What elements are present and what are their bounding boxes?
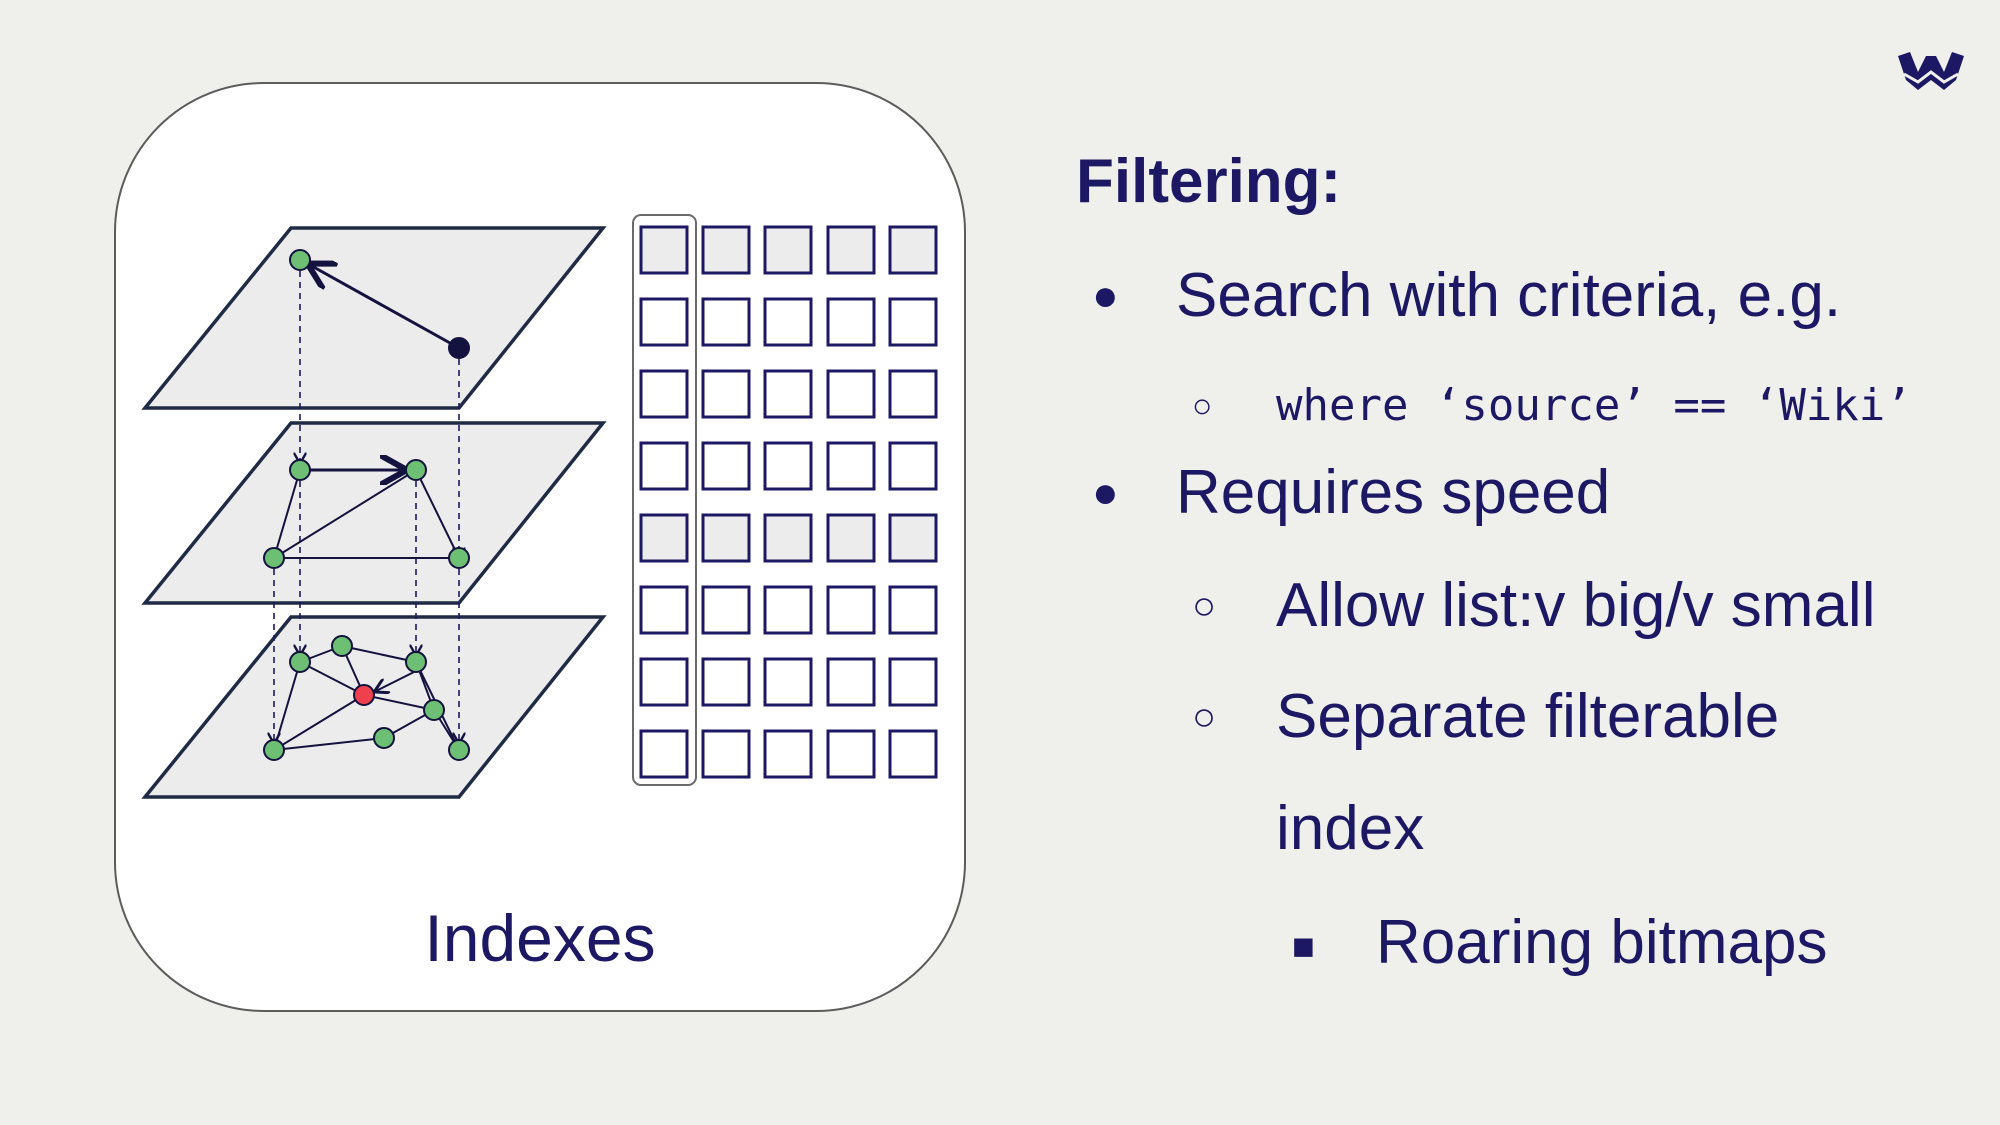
bitmap-cell — [826, 225, 876, 275]
bitmap-cell — [826, 585, 876, 635]
bitmap-cell — [639, 441, 689, 491]
bitmap-cell — [888, 225, 938, 275]
graph-node — [405, 651, 427, 673]
hnsw-layer-bottom — [141, 615, 607, 799]
bullet-text: Allow list:v big/v small — [1276, 571, 1876, 640]
bitmap-cell — [701, 225, 751, 275]
graph-node — [289, 459, 311, 481]
bitmap-cell — [888, 513, 938, 563]
graph-node — [331, 635, 353, 657]
bullet-circle: ○ — [1192, 584, 1217, 628]
bitmap-cell — [763, 369, 813, 419]
bitmap-cell — [763, 297, 813, 347]
bitmap-cell — [826, 729, 876, 779]
index-diagram — [141, 214, 938, 799]
graph-node — [373, 727, 395, 749]
bitmap-cell — [701, 657, 751, 707]
bitmap-cell — [701, 729, 751, 779]
bitmap-cell — [701, 513, 751, 563]
bitmap-column-highlight — [632, 214, 697, 786]
weaviate-logo-icon — [1898, 52, 1964, 90]
bitmap-cell — [888, 585, 938, 635]
bitmap-cell — [639, 585, 689, 635]
bitmap-cell — [763, 441, 813, 491]
code-example: where ‘source’ == ‘Wiki’ — [1276, 380, 1912, 431]
bitmap-cell — [701, 585, 751, 635]
bitmap-cell — [763, 225, 813, 275]
graph-node — [263, 547, 285, 569]
graph-node — [289, 651, 311, 673]
bitmap-cell — [888, 297, 938, 347]
bitmap-grid — [639, 225, 938, 779]
bullet-square: ■ — [1292, 926, 1315, 968]
bullet-text: index — [1276, 794, 1425, 863]
bitmap-cell — [763, 513, 813, 563]
graph-node — [405, 459, 427, 481]
bullet-text: Search with criteria, e.g. — [1176, 261, 1842, 330]
bullet-dot: ● — [1092, 468, 1119, 517]
graph-node — [448, 739, 470, 761]
bitmap-cell — [888, 441, 938, 491]
bitmap-cell — [826, 513, 876, 563]
graph-node — [289, 249, 311, 271]
graph-node-query — [353, 684, 375, 706]
graph-node — [423, 699, 445, 721]
card-caption: Indexes — [424, 901, 656, 975]
bitmap-cell — [888, 657, 938, 707]
bitmap-cell — [763, 585, 813, 635]
bitmap-cell — [826, 369, 876, 419]
bitmap-cell — [888, 369, 938, 419]
graph-node — [263, 739, 285, 761]
bullet-circle: ○ — [1192, 695, 1217, 739]
bullet-circle: ○ — [1192, 387, 1213, 425]
graph-node-entry — [448, 337, 470, 359]
bullet-text: Separate filterable — [1276, 682, 1780, 751]
bitmap-cell — [639, 225, 689, 275]
bitmap-cell — [826, 657, 876, 707]
bitmap-cell — [639, 369, 689, 419]
bitmap-cell — [826, 441, 876, 491]
bitmap-cell — [701, 369, 751, 419]
bitmap-cell — [701, 441, 751, 491]
slide-text: Filtering: ● Search with criteria, e.g. … — [1076, 0, 1976, 1125]
bitmap-cell — [639, 297, 689, 347]
hnsw-layer-middle — [141, 421, 607, 605]
bitmap-cell — [763, 657, 813, 707]
bitmap-cell — [763, 729, 813, 779]
bullet-text: Roaring bitmaps — [1376, 908, 1828, 977]
bitmap-cell — [639, 729, 689, 779]
bitmap-cell — [826, 297, 876, 347]
bullet-dot: ● — [1092, 271, 1119, 320]
bitmap-cell — [639, 513, 689, 563]
layer-connectors — [274, 260, 459, 742]
bitmap-cell — [701, 297, 751, 347]
bitmap-cell — [639, 657, 689, 707]
bullet-text: Requires speed — [1176, 458, 1611, 527]
graph-node — [448, 547, 470, 569]
hnsw-layer-top — [141, 226, 607, 410]
slide-heading: Filtering: — [1076, 147, 1342, 216]
bitmap-cell — [888, 729, 938, 779]
